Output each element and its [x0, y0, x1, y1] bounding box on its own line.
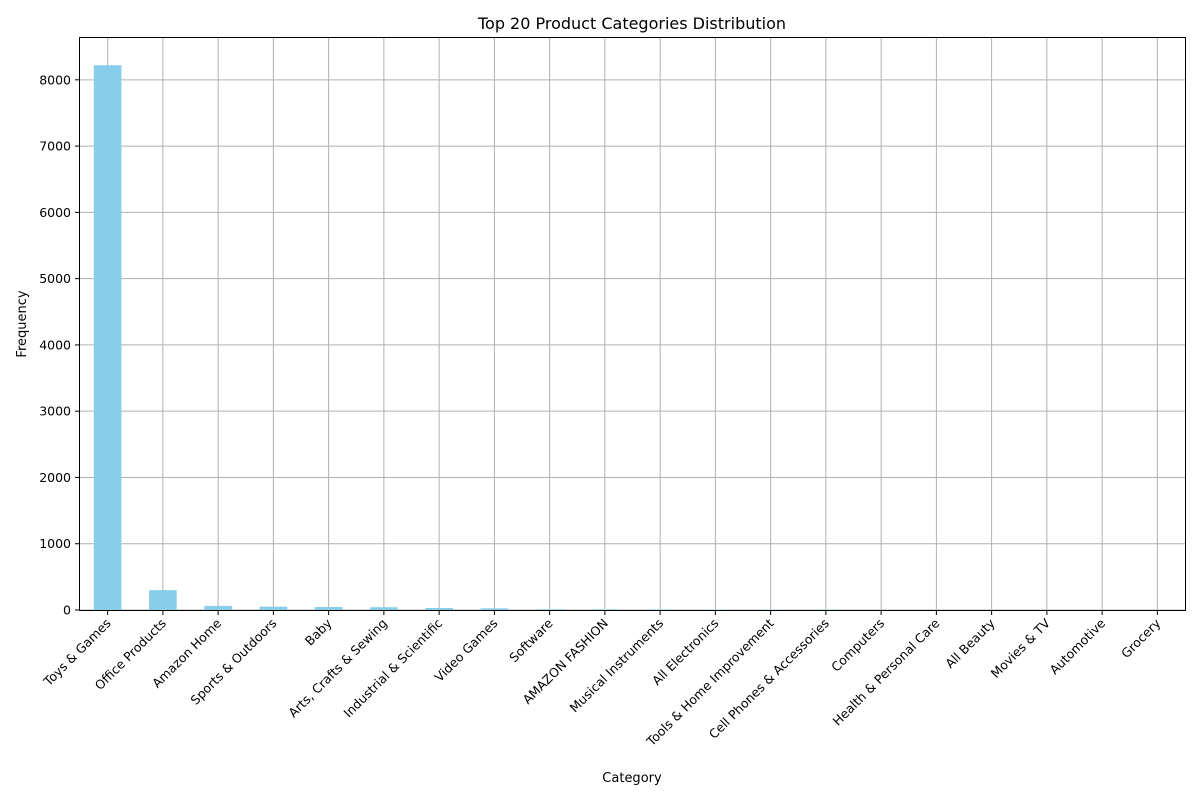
bar	[149, 590, 177, 610]
chart-title: Top 20 Product Categories Distribution	[477, 14, 786, 33]
x-tick-label: Automotive	[1047, 615, 1109, 677]
x-tick-label: Musical Instruments	[567, 616, 667, 716]
x-tick-label: Grocery	[1118, 615, 1164, 661]
x-tick-label: Industrial & Scientific	[340, 615, 445, 720]
bar	[480, 608, 509, 610]
bar	[646, 609, 674, 610]
y-tick-label: 5000	[39, 271, 71, 286]
y-tick-label: 2000	[39, 470, 71, 485]
x-tick-label: Movies & TV	[988, 615, 1054, 681]
y-axis: 0 1000 2000 3000 4000 5000 6000 7000 8000	[39, 72, 80, 618]
bars	[93, 65, 1172, 610]
bar	[370, 607, 398, 610]
bar	[259, 606, 288, 610]
x-tick-label: Arts, Crafts & Sewing	[285, 616, 390, 721]
bar	[204, 605, 232, 610]
plot-frame	[79, 37, 1186, 611]
y-tick-label: 4000	[39, 337, 71, 352]
y-tick-label: 8000	[39, 72, 71, 87]
y-tick-label: 7000	[39, 139, 71, 154]
grid-lines	[80, 38, 1185, 611]
x-axis-title: Category	[602, 771, 662, 786]
y-tick-label: 0	[63, 603, 71, 618]
x-tick-label: Baby	[302, 615, 335, 648]
bar	[701, 609, 730, 610]
x-tick-label: All Beauty	[942, 615, 998, 671]
bar	[535, 609, 564, 610]
x-tick-label: Software	[506, 615, 556, 665]
bar	[314, 607, 343, 610]
y-tick-label: 3000	[39, 404, 71, 419]
x-tick-label: Health & Personal Care	[830, 615, 943, 728]
x-tick-label: Computers	[828, 616, 887, 675]
bar	[93, 65, 122, 610]
y-tick-label: 6000	[39, 205, 71, 220]
y-axis-title: Frequency	[15, 290, 30, 357]
x-tick-label: Cell Phones & Accessories	[706, 616, 832, 742]
y-tick-label: 1000	[39, 536, 71, 551]
bar	[425, 608, 453, 610]
bar	[591, 609, 619, 610]
